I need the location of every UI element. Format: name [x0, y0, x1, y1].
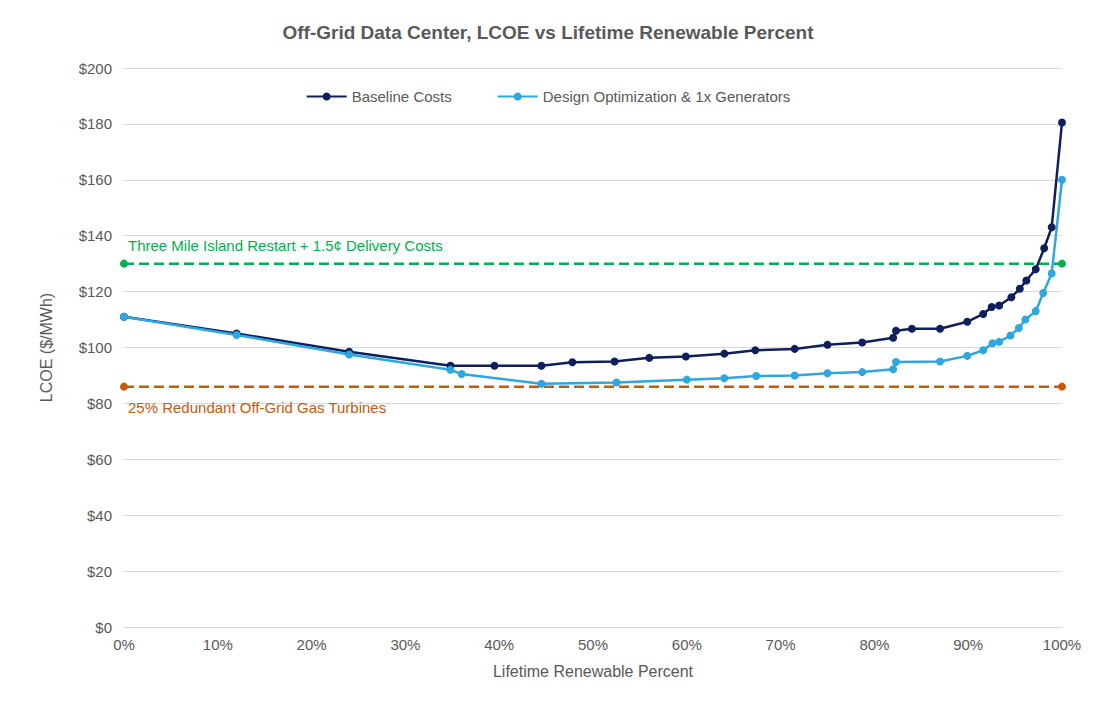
svg-text:70%: 70%	[766, 636, 796, 653]
svg-text:$200: $200	[79, 60, 112, 77]
svg-text:0%: 0%	[113, 636, 135, 653]
svg-text:Lifetime Renewable Percent: Lifetime Renewable Percent	[493, 663, 694, 680]
svg-text:$20: $20	[87, 563, 112, 580]
svg-text:80%: 80%	[859, 636, 889, 653]
svg-text:40%: 40%	[484, 636, 514, 653]
svg-text:60%: 60%	[672, 636, 702, 653]
svg-text:LCOE ($/MWh): LCOE ($/MWh)	[38, 293, 55, 402]
svg-text:$160: $160	[79, 171, 112, 188]
svg-text:10%: 10%	[203, 636, 233, 653]
svg-text:30%: 30%	[390, 636, 420, 653]
svg-text:Baseline Costs: Baseline Costs	[352, 88, 452, 105]
svg-text:$0: $0	[95, 619, 112, 636]
svg-text:Three Mile Island Restart + 1.: Three Mile Island Restart + 1.5¢ Deliver…	[128, 237, 443, 254]
svg-text:$40: $40	[87, 507, 112, 524]
svg-text:100%: 100%	[1043, 636, 1081, 653]
svg-text:$60: $60	[87, 451, 112, 468]
svg-text:25% Redundant Off-Grid Gas Tur: 25% Redundant Off-Grid Gas Turbines	[128, 399, 386, 416]
svg-text:Design Optimization & 1x Gener: Design Optimization & 1x Generators	[543, 88, 791, 105]
svg-text:Off-Grid Data Center, LCOE vs: Off-Grid Data Center, LCOE vs Lifetime R…	[282, 22, 814, 43]
svg-text:90%: 90%	[953, 636, 983, 653]
svg-text:$120: $120	[79, 283, 112, 300]
svg-text:20%: 20%	[297, 636, 327, 653]
svg-text:$100: $100	[79, 339, 112, 356]
svg-text:50%: 50%	[578, 636, 608, 653]
svg-text:$140: $140	[79, 227, 112, 244]
svg-text:$80: $80	[87, 395, 112, 412]
svg-text:$180: $180	[79, 115, 112, 132]
